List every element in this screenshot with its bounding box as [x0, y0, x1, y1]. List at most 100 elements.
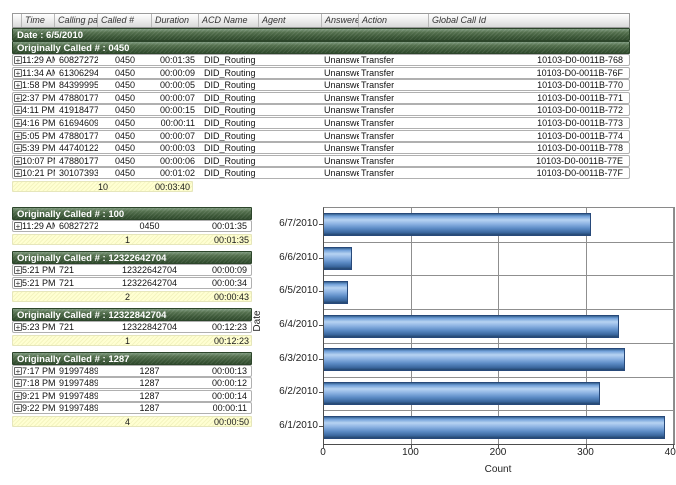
- bar-6/2/2010: [324, 381, 600, 405]
- cell-acd-name: DID_Routing: [204, 67, 256, 78]
- grouped-call-tables: Originally Called # : 100 +11:29 AM 608272…: [12, 207, 252, 433]
- x-tick-mark: [585, 444, 587, 448]
- table-row[interactable]: +7:17 PM 9199748952 1287 00:00:13: [12, 364, 252, 377]
- y-tick-mark: [319, 392, 323, 394]
- cell-duration: 00:00:13: [211, 365, 247, 376]
- cell-called-number: 0450: [114, 143, 136, 154]
- x-tick-mark: [323, 444, 324, 448]
- cell-calling-party: 9199748952: [59, 390, 98, 401]
- expand-icon[interactable]: +: [14, 144, 22, 154]
- group-summary-row: 4 00:00:50: [12, 416, 252, 428]
- expand-cell: +: [13, 156, 22, 166]
- expand-icon[interactable]: +: [14, 169, 22, 179]
- expand-icon[interactable]: +: [14, 366, 22, 376]
- y-tick-label: 6/2/2010: [279, 386, 318, 398]
- cell-called-number: 1287: [139, 390, 160, 401]
- expand-icon[interactable]: +: [14, 68, 22, 78]
- cell-duration: 00:00:07: [159, 130, 195, 141]
- expand-icon[interactable]: +: [14, 118, 22, 128]
- expand-cell: +: [13, 168, 22, 178]
- expand-cell: +: [13, 221, 22, 231]
- cell-action: Transfer: [361, 130, 395, 141]
- expand-icon[interactable]: +: [14, 156, 22, 166]
- expand-icon[interactable]: +: [14, 222, 22, 231]
- x-tick-label: 200: [489, 447, 507, 458]
- cell-called-number: 0450: [114, 80, 136, 91]
- column-header-expand: [13, 14, 22, 27]
- cell-action: Transfer: [361, 155, 395, 166]
- table-row[interactable]: +11:29 AM 6082727287 0450 00:01:35 DID_Routi…: [12, 54, 630, 66]
- table-row[interactable]: +10:21 PM 3010739363 0450 00:01:02 DID_Routi…: [12, 167, 630, 180]
- cell-calling-party: 4788017770: [59, 155, 98, 166]
- column-header-agent: Agent: [259, 14, 322, 27]
- cell-agent: [259, 105, 322, 115]
- expand-icon[interactable]: +: [14, 379, 22, 389]
- cell-called-number: 0450: [114, 55, 136, 65]
- cell-time: 7:17 PM: [22, 365, 55, 376]
- expand-cell: +: [13, 391, 22, 401]
- table-row[interactable]: +5:21 PM 721 12322642704 00:00:09: [12, 264, 252, 276]
- cell-calling-party: 8439999581: [59, 80, 98, 91]
- cell-called-number: 1287: [139, 365, 160, 376]
- expand-cell: +: [13, 93, 22, 103]
- table-row[interactable]: +4:16 PM 6169460905 0450 00:00:11 DID_Routin…: [12, 116, 630, 129]
- table-row[interactable]: +5:21 PM 721 12322642704 00:00:34: [12, 276, 252, 289]
- expand-icon[interactable]: +: [14, 131, 22, 141]
- expand-icon[interactable]: +: [14, 404, 22, 414]
- cell-called-number: 1287: [139, 378, 160, 389]
- expand-cell: +: [13, 403, 22, 413]
- expand-cell: +: [13, 55, 22, 65]
- cell-agent: [259, 80, 322, 90]
- cell-called-number: 1287: [139, 403, 160, 414]
- cell-global-call-id: 10103-D0-0011B-772: [537, 105, 623, 116]
- cell-answered: Unanswered: [324, 67, 359, 78]
- table-row[interactable]: +11:29 AM 6082727287 0450 00:01:35: [12, 220, 252, 232]
- cell-action: Transfer: [361, 168, 395, 179]
- expand-icon[interactable]: +: [14, 81, 22, 91]
- summary-count: 1: [125, 335, 131, 346]
- called-group-band: Originally Called # : 0450: [12, 41, 630, 54]
- cell-global-call-id: 10103-D0-0011B-774: [537, 130, 623, 141]
- cell-answered: Unanswered: [324, 80, 359, 91]
- gridline-horizontal: [324, 376, 674, 378]
- table-row[interactable]: +10:07 PM 4788017770 0450 00:00:06 DID_Routi…: [12, 154, 630, 167]
- cell-time: 7:18 PM: [22, 378, 55, 389]
- table-row[interactable]: +1:58 PM 8439999581 0450 00:00:05 DID_Routin…: [12, 79, 630, 92]
- table-row[interactable]: +5:05 PM 4788017770 0450 00:00:07 DID_Routin…: [12, 129, 630, 142]
- column-header-called-: Called #: [98, 14, 152, 27]
- x-axis-title: Count: [484, 464, 512, 475]
- y-tick-mark: [319, 291, 323, 293]
- cell-called-number: 0450: [114, 105, 136, 116]
- table-row[interactable]: +9:21 PM 9199748952 1287 00:00:14: [12, 389, 252, 402]
- expand-icon[interactable]: +: [14, 322, 22, 332]
- table-row[interactable]: +2:37 PM 4788017770 0450 00:00:07 DID_Routin…: [12, 91, 630, 104]
- cell-agent: [259, 68, 322, 78]
- x-tick-label: 400: [664, 447, 676, 458]
- expand-icon[interactable]: +: [14, 391, 22, 401]
- cell-answered: Unanswered: [324, 143, 359, 154]
- y-tick-mark: [319, 325, 323, 326]
- summary-duration: 00:00:50: [213, 417, 249, 428]
- table-row[interactable]: +7:18 PM 9199748952 1287 00:00:12: [12, 377, 252, 390]
- table-row[interactable]: +4:11 PM 4191847701 0450 00:00:15 DID_Routin…: [12, 104, 630, 117]
- expand-cell: +: [13, 131, 22, 141]
- cell-duration: 00:12:23: [211, 321, 247, 332]
- table-row[interactable]: +5:23 PM 721 12322842704 00:12:23: [12, 320, 252, 333]
- table-row[interactable]: +11:34 AM 6130629432 0450 00:00:09 DID_Routi…: [12, 66, 630, 79]
- expand-icon[interactable]: +: [14, 106, 22, 116]
- cell-action: Transfer: [361, 143, 395, 154]
- expand-icon[interactable]: +: [14, 56, 22, 65]
- expand-icon[interactable]: +: [14, 278, 22, 288]
- expand-icon[interactable]: +: [14, 93, 22, 103]
- cell-time: 10:07 PM: [22, 155, 55, 166]
- cell-duration: 00:00:11: [212, 403, 247, 414]
- cell-acd-name: DID_Routing: [204, 168, 256, 179]
- cell-answered: Unanswered: [324, 105, 359, 116]
- table-row[interactable]: +9:22 PM 9199748952 1287 00:00:11: [12, 402, 252, 415]
- expand-icon[interactable]: +: [14, 266, 22, 275]
- column-header-calling-party-: Calling party #: [55, 14, 98, 27]
- cell-duration: 00:01:35: [159, 55, 195, 65]
